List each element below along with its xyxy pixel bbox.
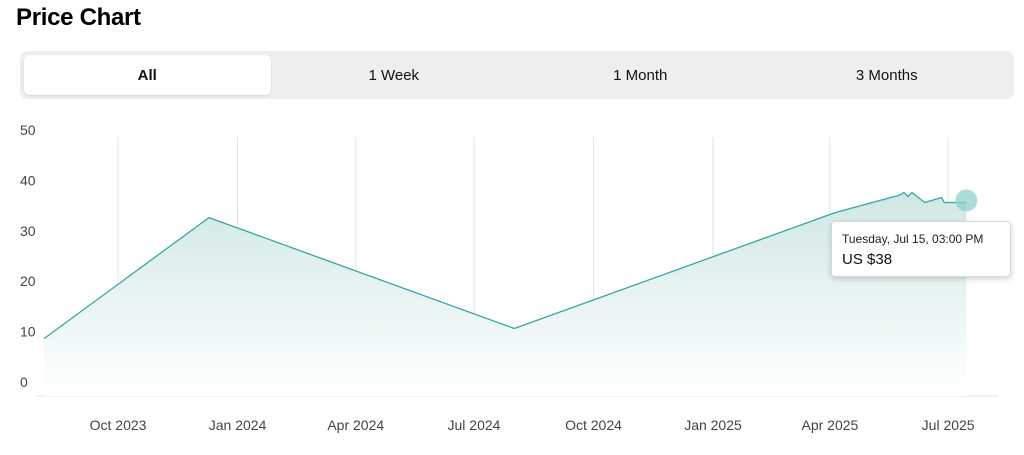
y-tick-label: 40 xyxy=(20,172,36,188)
tab-all[interactable]: All xyxy=(24,55,271,95)
x-tick-label: Apr 2024 xyxy=(327,417,384,433)
x-tick-label: Jul 2025 xyxy=(922,417,975,433)
series-area xyxy=(44,192,967,396)
y-tick-label: 20 xyxy=(20,273,36,289)
x-tick-label: Jan 2025 xyxy=(684,417,742,433)
y-tick-label: 50 xyxy=(20,122,36,138)
chart-axes: 0 10 20 30 40 50 Oct 2023 Jan 2024 Apr 2024 Jul 2… xyxy=(20,122,975,433)
x-tick-label: Oct 2023 xyxy=(90,417,147,433)
tooltip-date: Tuesday, Jul 15, 03:00 PM xyxy=(842,232,984,246)
y-tick-label: 0 xyxy=(20,374,28,390)
range-tabs: All 1 Week 1 Month 3 Months xyxy=(20,51,1014,99)
x-tick-label: Apr 2025 xyxy=(802,417,859,433)
chart-area-layer xyxy=(43,189,978,396)
x-tick-label: Jan 2024 xyxy=(209,417,267,433)
x-tick-label: Jul 2024 xyxy=(448,417,501,433)
tooltip-price: US $38 xyxy=(842,251,893,268)
page-title: Price Chart xyxy=(16,4,141,31)
tab-1-month[interactable]: 1 Month xyxy=(517,55,764,95)
series-line xyxy=(43,191,967,340)
y-tick-label: 30 xyxy=(20,223,36,239)
tab-1-week[interactable]: 1 Week xyxy=(271,55,518,95)
tab-3-months[interactable]: 3 Months xyxy=(764,55,1011,95)
y-tick-label: 10 xyxy=(20,324,36,340)
x-tick-label: Oct 2024 xyxy=(565,417,622,433)
price-tooltip: Tuesday, Jul 15, 03:00 PM US $38 xyxy=(831,221,1011,277)
hover-marker[interactable] xyxy=(955,189,978,212)
